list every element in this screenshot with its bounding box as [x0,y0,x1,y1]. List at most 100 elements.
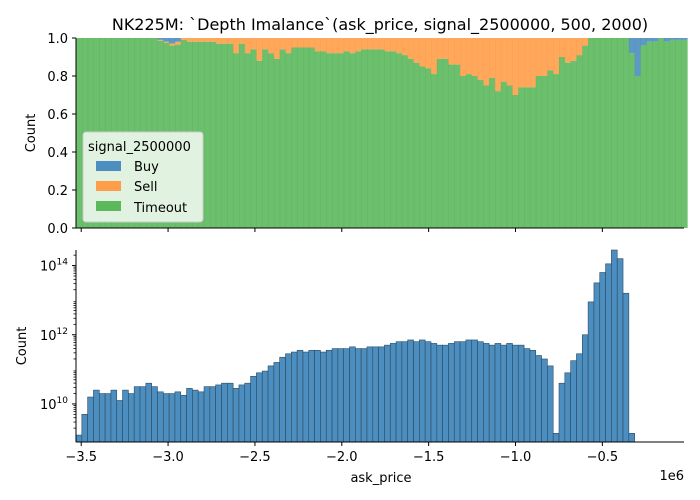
stack-segment-sell [186,38,193,42]
stack-segment-timeout [233,53,240,229]
legend-swatch-buy [96,161,121,171]
histogram-bar [471,339,478,443]
stack-segment-timeout [308,47,316,228]
stack-segment-sell [262,38,269,50]
histogram-bar [238,384,246,443]
stack-segment-sell [535,38,543,76]
stack-segment-timeout [297,47,304,228]
histogram-bar [488,344,496,443]
proportion-chart: 0.0 0.2 0.4 0.6 0.8 1.0 Count signal_2500000 … [24,32,688,237]
histogram-bar [227,382,234,443]
histogram-bar [401,341,409,443]
stack-segment-timeout [209,41,217,228]
stack-segment-timeout [366,49,374,229]
x-tick-label: −3.5 [65,450,97,465]
stack-segment-timeout [623,38,630,228]
stack-segment-sell [215,38,223,44]
top-y-tick-label: 0.6 [47,108,68,123]
histogram-bar [209,386,216,443]
stack-segment-sell [564,38,572,63]
stack-segment-sell [337,38,345,54]
stack-segment-sell [268,38,275,54]
histogram-bar [232,388,240,443]
stack-segment-timeout [448,64,455,228]
bottom-xlabel: ask_price [350,471,411,486]
histogram-bar [407,339,414,443]
legend-label-sell: Sell [134,180,157,195]
stack-segment-timeout [349,53,356,229]
stack-segment-sell [489,38,496,78]
stack-segment-buy [646,38,653,42]
histogram-bar [314,350,321,443]
stack-segment-buy [157,38,164,40]
histogram-bar [616,258,624,443]
histogram-bar [250,375,257,443]
bottom-ylabel: Count [15,327,30,366]
histogram-bar [395,341,403,443]
stack-segment-sell [541,38,548,76]
stack-segment-timeout [314,51,322,228]
stack-segment-sell [174,41,182,45]
stack-segment-timeout [256,60,263,228]
stack-segment-sell [524,38,531,88]
histogram-bar [221,382,228,443]
stack-segment-timeout [436,58,444,229]
histogram-bar [500,344,507,443]
stack-segment-timeout [628,53,636,229]
histogram-bar [535,355,542,443]
top-y-tick-label: 0.8 [47,70,68,85]
histogram-bar [360,348,368,443]
stack-segment-sell [436,38,444,59]
histogram-bar [98,393,106,443]
histogram-bar [605,263,612,443]
histogram-bar [459,341,467,443]
histogram-bar [372,346,379,443]
histogram-bar [384,344,391,443]
histogram-chart: 1010 1012 1014 −3.5 −3.0 −2.5 −2.0 −1.5 −1.0 −0.5… [15,249,684,486]
legend-title: signal_2500000 [88,140,191,155]
histogram-bar [203,386,211,443]
stack-segment-sell [506,38,514,86]
stack-segment-sell [448,38,455,65]
stack-segment-sell [401,38,409,56]
stack-segment-timeout [204,41,211,228]
stack-segment-timeout [495,91,502,228]
top-y-tick-label: 0.4 [47,146,68,161]
stack-segment-sell [407,38,415,59]
histogram-bar [244,382,251,443]
histogram-bar [512,344,519,443]
stack-segment-sell [465,38,473,75]
stack-segment-sell [355,38,362,52]
histogram-bar [547,365,554,443]
stack-segment-timeout [611,38,618,228]
stack-segment-sell [320,38,327,52]
histogram-bar [494,343,502,443]
histogram-bar [285,353,292,443]
histogram-bar [168,393,176,443]
stack-segment-sell [163,41,170,43]
stack-segment-sell [308,38,316,48]
stack-segment-timeout [529,87,537,229]
histogram-bar [256,372,263,443]
top-axes: 0.0 0.2 0.4 0.6 0.8 1.0 [47,32,684,237]
stack-segment-sell [553,38,560,75]
stack-segment-sell [332,38,339,54]
stack-segment-sell [302,38,310,48]
histogram-bar [424,341,432,443]
histogram-bar [419,339,426,443]
x-tick-label: −1.5 [413,450,445,465]
histogram-bar [87,396,94,443]
histogram-bar [337,348,344,443]
stack-segment-sell [477,38,484,80]
histogram-bar [576,353,583,443]
stack-segment-timeout [675,39,682,229]
stack-segment-sell [250,38,257,50]
histogram-bar [628,433,635,443]
stack-segment-buy [163,38,170,42]
stack-segment-sell [221,38,228,44]
stack-segment-sell [471,38,479,76]
stack-segment-timeout [361,49,368,229]
stack-segment-timeout [663,41,671,228]
histogram-bar [349,346,356,443]
